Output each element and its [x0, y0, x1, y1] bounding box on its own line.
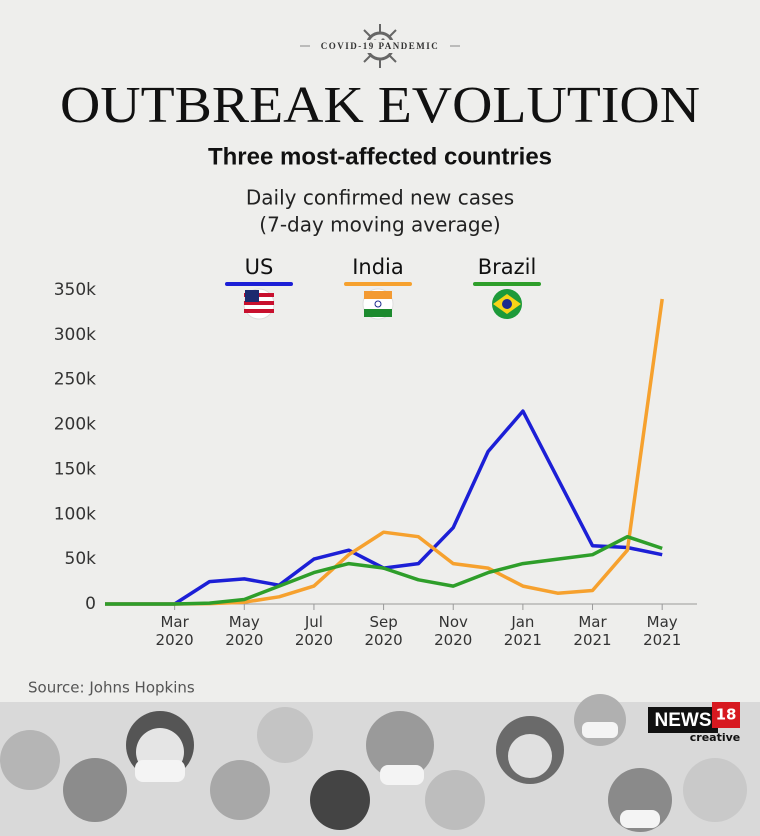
y-tick-label: 50k [65, 549, 97, 569]
y-tick-label: 250k [54, 370, 96, 390]
brand-tagline: creative [690, 731, 741, 744]
description: (7-day moving average) [259, 213, 500, 237]
legend-label: Brazil [478, 255, 537, 279]
brand-number: 18 [716, 706, 737, 724]
brand-name: NEWS [655, 710, 712, 731]
kicker: COVID-19 PANDEMIC [321, 41, 440, 51]
y-tick-label: 100k [54, 504, 96, 524]
brand-box [648, 707, 718, 733]
y-tick-label: 0 [85, 594, 96, 614]
y-tick-label: 200k [54, 415, 96, 435]
x-tick-label: May 2021 [643, 613, 682, 649]
flag-brazil [492, 289, 522, 319]
legend-label: US [245, 255, 274, 279]
flag-us [243, 288, 275, 320]
chart-title: OUTBREAK EVOLUTION [60, 77, 700, 134]
chart-subtitle: Three most-affected countries [208, 143, 552, 170]
x-tick-label: Mar 2020 [155, 613, 194, 649]
flag-india [362, 288, 394, 320]
x-tick-label: Jan 2021 [503, 613, 542, 649]
source: Source: Johns Hopkins [28, 679, 195, 697]
kicker-bg [310, 40, 450, 53]
x-tick-label: Jul 2020 [294, 613, 334, 649]
x-tick-label: Sep 2020 [364, 613, 403, 649]
crowd-illustration [0, 694, 760, 836]
y-tick-label: 350k [54, 280, 96, 300]
description: Daily confirmed new cases [246, 186, 514, 210]
brand-number-box [712, 702, 740, 728]
legend-label: India [352, 255, 404, 279]
series-line [105, 534, 663, 606]
x-tick-label: Mar 2021 [573, 613, 612, 649]
series-line [105, 298, 664, 606]
y-tick-label: 300k [54, 325, 96, 345]
x-tick-label: Nov 2020 [434, 613, 473, 649]
x-tick-label: May 2020 [225, 613, 264, 649]
y-tick-label: 150k [54, 459, 96, 479]
series-line [105, 409, 663, 606]
